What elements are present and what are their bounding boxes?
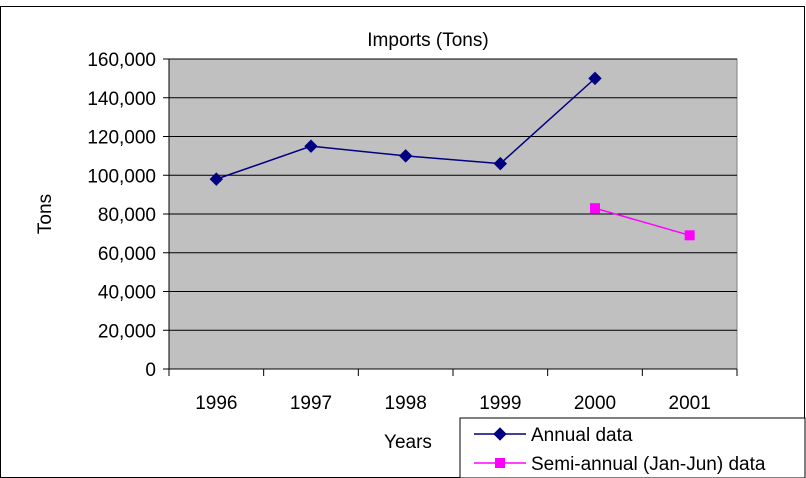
data-point xyxy=(684,230,695,241)
y-tick-label: 40,000 xyxy=(98,283,156,304)
series-line xyxy=(594,207,690,237)
x-tick-label: 1998 xyxy=(385,393,427,414)
y-tick-label: 120,000 xyxy=(87,128,156,149)
y-tick-label: 160,000 xyxy=(87,50,156,71)
data-point xyxy=(493,156,508,171)
data-point xyxy=(588,71,602,86)
series-layer xyxy=(209,71,695,241)
y-tick-label: 100,000 xyxy=(87,166,156,187)
x-axis: 1996 1997 1998 1999 2000 2001 xyxy=(168,368,738,414)
x-tick-label: 1997 xyxy=(290,393,332,414)
data-point xyxy=(209,172,224,186)
y-tick-label: 60,000 xyxy=(98,244,156,265)
series-1 xyxy=(209,71,602,186)
y-tick-label: 80,000 xyxy=(98,205,156,226)
series-2 xyxy=(590,203,695,241)
legend-box xyxy=(459,417,806,478)
legend-marker xyxy=(493,427,507,441)
x-tick-label: 2001 xyxy=(669,393,711,414)
legend: Annual data Semi-annual (Jan-Jun) data xyxy=(459,417,806,478)
legend-label: Semi-annual (Jan-Jun) data xyxy=(531,454,766,475)
x-tick-label: 2000 xyxy=(574,393,616,414)
y-tick-label: 20,000 xyxy=(98,321,156,342)
y-axis-title: Tons xyxy=(35,194,56,234)
x-axis-title: Years xyxy=(384,432,432,453)
legend-label: Annual data xyxy=(531,425,633,446)
y-tick-label: 140,000 xyxy=(87,89,156,110)
data-point xyxy=(590,203,600,214)
legend-item: Annual data xyxy=(474,425,633,446)
x-tick-label: 1996 xyxy=(195,393,237,414)
gridlines xyxy=(169,58,737,331)
y-tick-label: 0 xyxy=(145,360,156,381)
y-axis: 0 20,000 40,000 60,000 80,000 100,000 120,000 1… xyxy=(87,50,170,381)
data-point xyxy=(304,139,318,153)
x-tick-label: 1999 xyxy=(479,393,521,414)
chart-title: Imports (Tons) xyxy=(367,30,488,51)
legend-marker xyxy=(495,458,505,468)
data-point xyxy=(398,149,413,163)
legend-item: Semi-annual (Jan-Jun) data xyxy=(474,454,766,475)
